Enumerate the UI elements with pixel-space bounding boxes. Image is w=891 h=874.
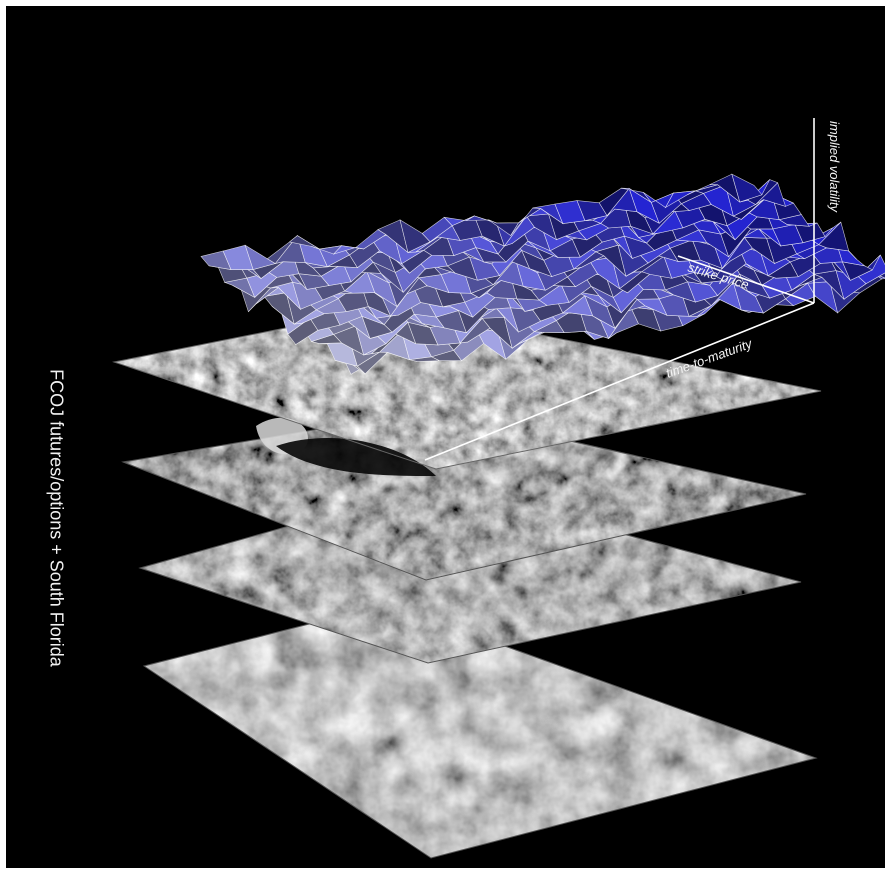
stacked-layers-scene: implied volatility strike price time-to-… <box>112 118 885 859</box>
x-axis <box>424 302 815 461</box>
figure-title: FCOJ futures/options + South Florida <box>46 369 67 667</box>
surface-facet <box>731 173 763 203</box>
implied-volatility-surface <box>200 173 885 375</box>
y-axis <box>677 255 815 304</box>
z-axis-label: implied volatility <box>827 121 842 214</box>
figure-frame: implied volatility strike price time-to-… <box>6 6 885 868</box>
